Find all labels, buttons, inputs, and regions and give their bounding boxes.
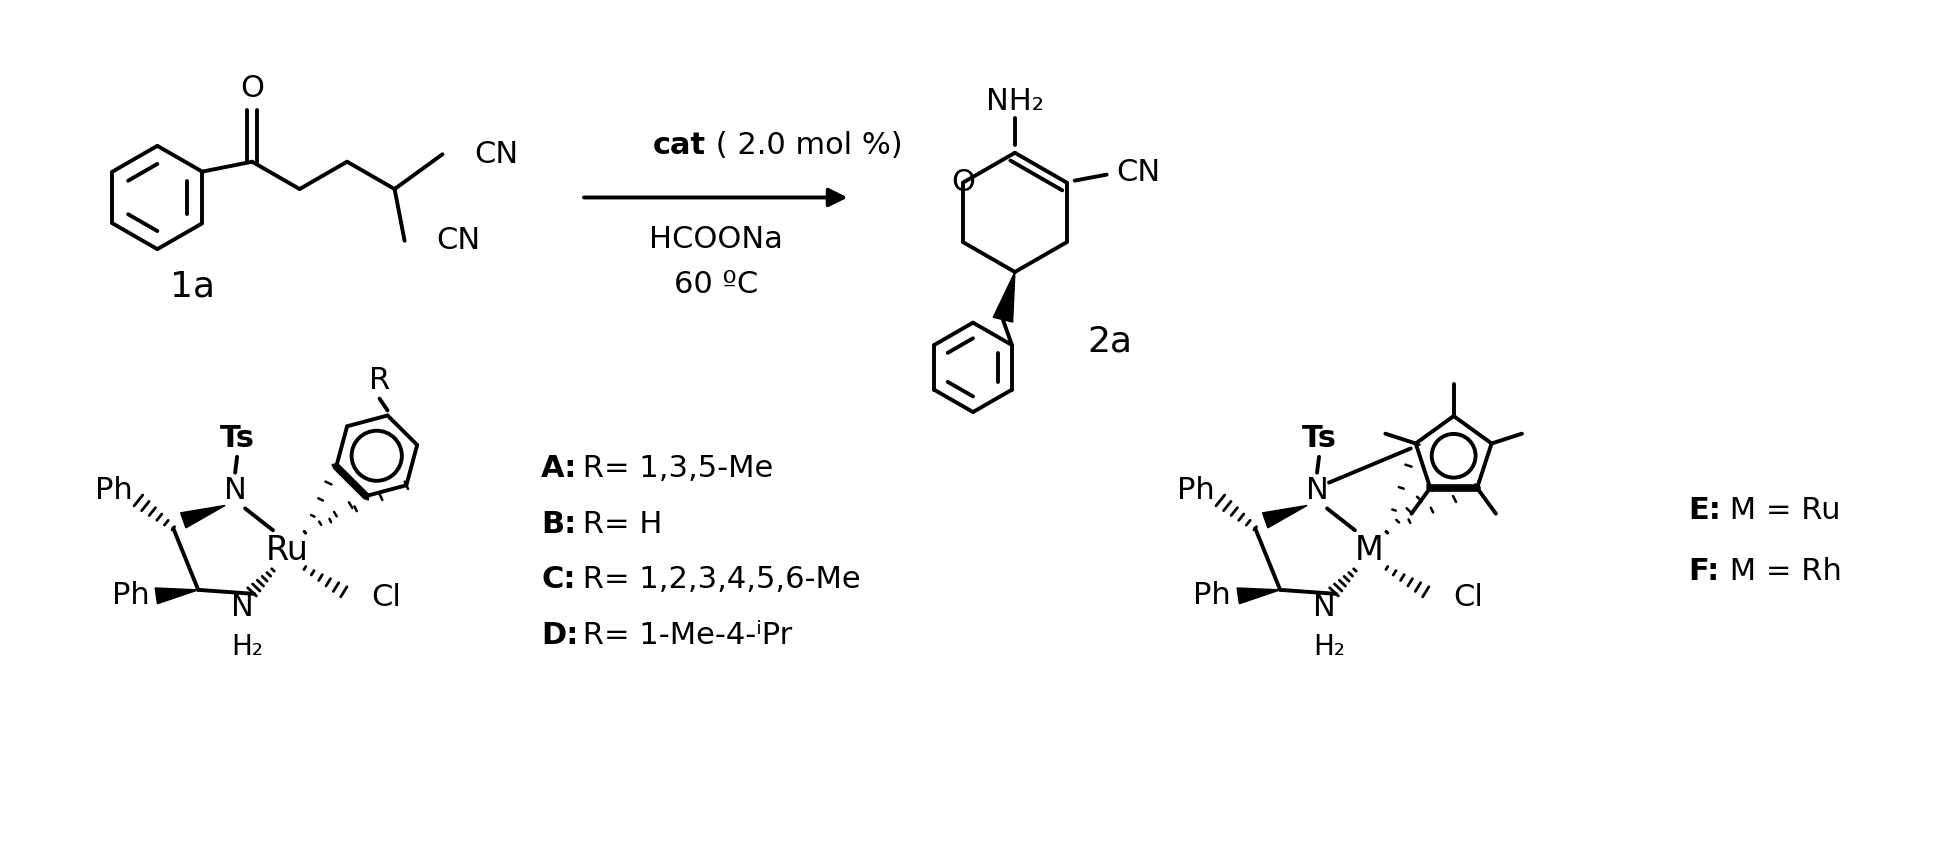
Text: A:: A: [541, 454, 578, 484]
Text: N: N [1313, 593, 1335, 622]
Text: H₂: H₂ [1313, 633, 1345, 662]
Text: N: N [231, 593, 253, 622]
Text: B:: B: [541, 510, 576, 539]
Text: N: N [223, 476, 247, 505]
Text: R= 1,3,5-Me: R= 1,3,5-Me [572, 454, 774, 484]
Text: R= H: R= H [572, 510, 662, 539]
Polygon shape [155, 588, 198, 604]
Text: CN: CN [437, 226, 480, 255]
Text: C:: C: [541, 565, 576, 595]
Polygon shape [180, 505, 225, 528]
Text: M: M [1354, 534, 1384, 567]
Text: CN: CN [474, 140, 519, 169]
Text: O: O [951, 168, 974, 197]
Polygon shape [994, 272, 1015, 322]
Text: D:: D: [541, 621, 578, 650]
Text: R= 1-Me-4-ⁱPr: R= 1-Me-4-ⁱPr [572, 621, 792, 650]
Text: NH₂: NH₂ [986, 87, 1045, 115]
Text: H₂: H₂ [231, 633, 263, 662]
Text: 1a: 1a [171, 270, 216, 304]
Text: cat: cat [653, 131, 706, 161]
Text: R= 1,2,3,4,5,6-Me: R= 1,2,3,4,5,6-Me [572, 565, 860, 595]
Text: Cl: Cl [372, 584, 402, 612]
Text: M = Ru: M = Ru [1719, 496, 1840, 525]
Text: HCOONa: HCOONa [649, 225, 782, 254]
Text: E:: E: [1688, 496, 1721, 525]
Text: R: R [368, 366, 390, 395]
Text: Ph: Ph [1194, 581, 1231, 611]
Text: Cl: Cl [1454, 584, 1484, 612]
Polygon shape [1237, 588, 1280, 604]
Text: Ts: Ts [1301, 425, 1337, 453]
Text: Ts: Ts [220, 425, 255, 453]
Text: M = Rh: M = Rh [1719, 558, 1842, 586]
Text: F:: F: [1688, 558, 1719, 586]
Text: CN: CN [1117, 158, 1160, 188]
Text: 2a: 2a [1088, 325, 1133, 358]
Text: Ph: Ph [94, 476, 133, 505]
Text: N: N [1305, 476, 1329, 505]
Text: 60 ºC: 60 ºC [674, 271, 759, 299]
Text: Ru: Ru [265, 534, 308, 567]
Text: O: O [241, 74, 265, 103]
Text: Ph: Ph [1176, 476, 1215, 505]
Text: ( 2.0 mol %): ( 2.0 mol %) [706, 131, 902, 161]
Text: Ph: Ph [112, 581, 149, 611]
Polygon shape [1262, 505, 1307, 528]
